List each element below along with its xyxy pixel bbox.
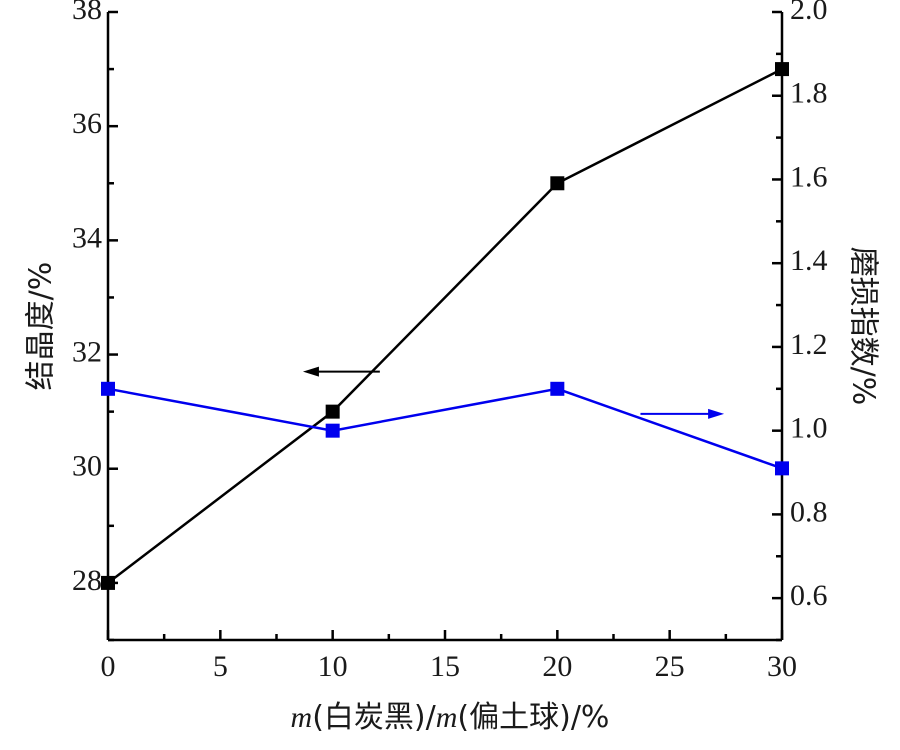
- series-arrows: [302, 366, 725, 419]
- y-right-tick-label: 1.2: [790, 328, 828, 361]
- x-tick-label: 5: [213, 650, 228, 683]
- series-point-right: [325, 423, 340, 438]
- x-tick-label: 15: [430, 650, 460, 683]
- y-axis-left-title: 结晶度/%: [24, 262, 59, 391]
- y-right-tick-label: 2.0: [790, 0, 828, 26]
- y-left-tick-label: 30: [72, 450, 102, 483]
- y-right-tick-label: 1.0: [790, 412, 828, 445]
- y-right-tick-label: 1.6: [790, 160, 828, 193]
- series-point-left: [101, 575, 115, 590]
- series-layer: [101, 62, 789, 590]
- series-point-right: [101, 381, 115, 396]
- right-axis-arrow-head: [708, 408, 725, 419]
- series-line-left: [107, 67, 783, 584]
- y-right-tick-label: 1.4: [790, 244, 828, 277]
- y-right-tick-label: 1.8: [790, 77, 828, 110]
- y-left-tick-label: 32: [72, 335, 102, 368]
- series-point-right: [550, 381, 565, 396]
- y-left-tick-label: 36: [72, 107, 102, 140]
- x-axis-title-part1: (白炭黑)/: [312, 700, 436, 735]
- x-axis-title: m(白炭黑)/m(偏土球)/%: [291, 700, 610, 735]
- series-point-left: [325, 404, 340, 419]
- series-point-left: [775, 62, 789, 77]
- x-tick-label: 30: [767, 650, 797, 683]
- y-right-tick-label: 0.6: [790, 579, 828, 612]
- x-axis-title-var1: m: [291, 701, 313, 734]
- y-left-tick-label: 34: [72, 221, 102, 254]
- x-tick-label: 0: [101, 650, 116, 683]
- y-left-tick-label: 38: [72, 0, 102, 26]
- x-axis-title-part2: (偏土球)/%: [457, 700, 609, 735]
- y-axis-right-title: 磨损指数/%: [846, 247, 881, 406]
- series-line-right: [107, 387, 783, 470]
- x-tick-label: 25: [655, 650, 685, 683]
- left-axis-arrow-head: [302, 366, 319, 377]
- axes: 28 30 32 34 36 38 0.6 0.8 1.0 1.2 1.4 1.6 1.8 2.0 0 5 10…: [72, 0, 828, 683]
- x-axis-title-var2: m: [436, 701, 458, 734]
- x-tick-label: 10: [318, 650, 348, 683]
- series-point-left: [550, 176, 565, 191]
- series-point-right: [775, 461, 789, 476]
- x-tick-label: 20: [542, 650, 572, 683]
- y-right-tick-label: 0.8: [790, 495, 828, 528]
- y-left-tick-label: 28: [72, 564, 102, 597]
